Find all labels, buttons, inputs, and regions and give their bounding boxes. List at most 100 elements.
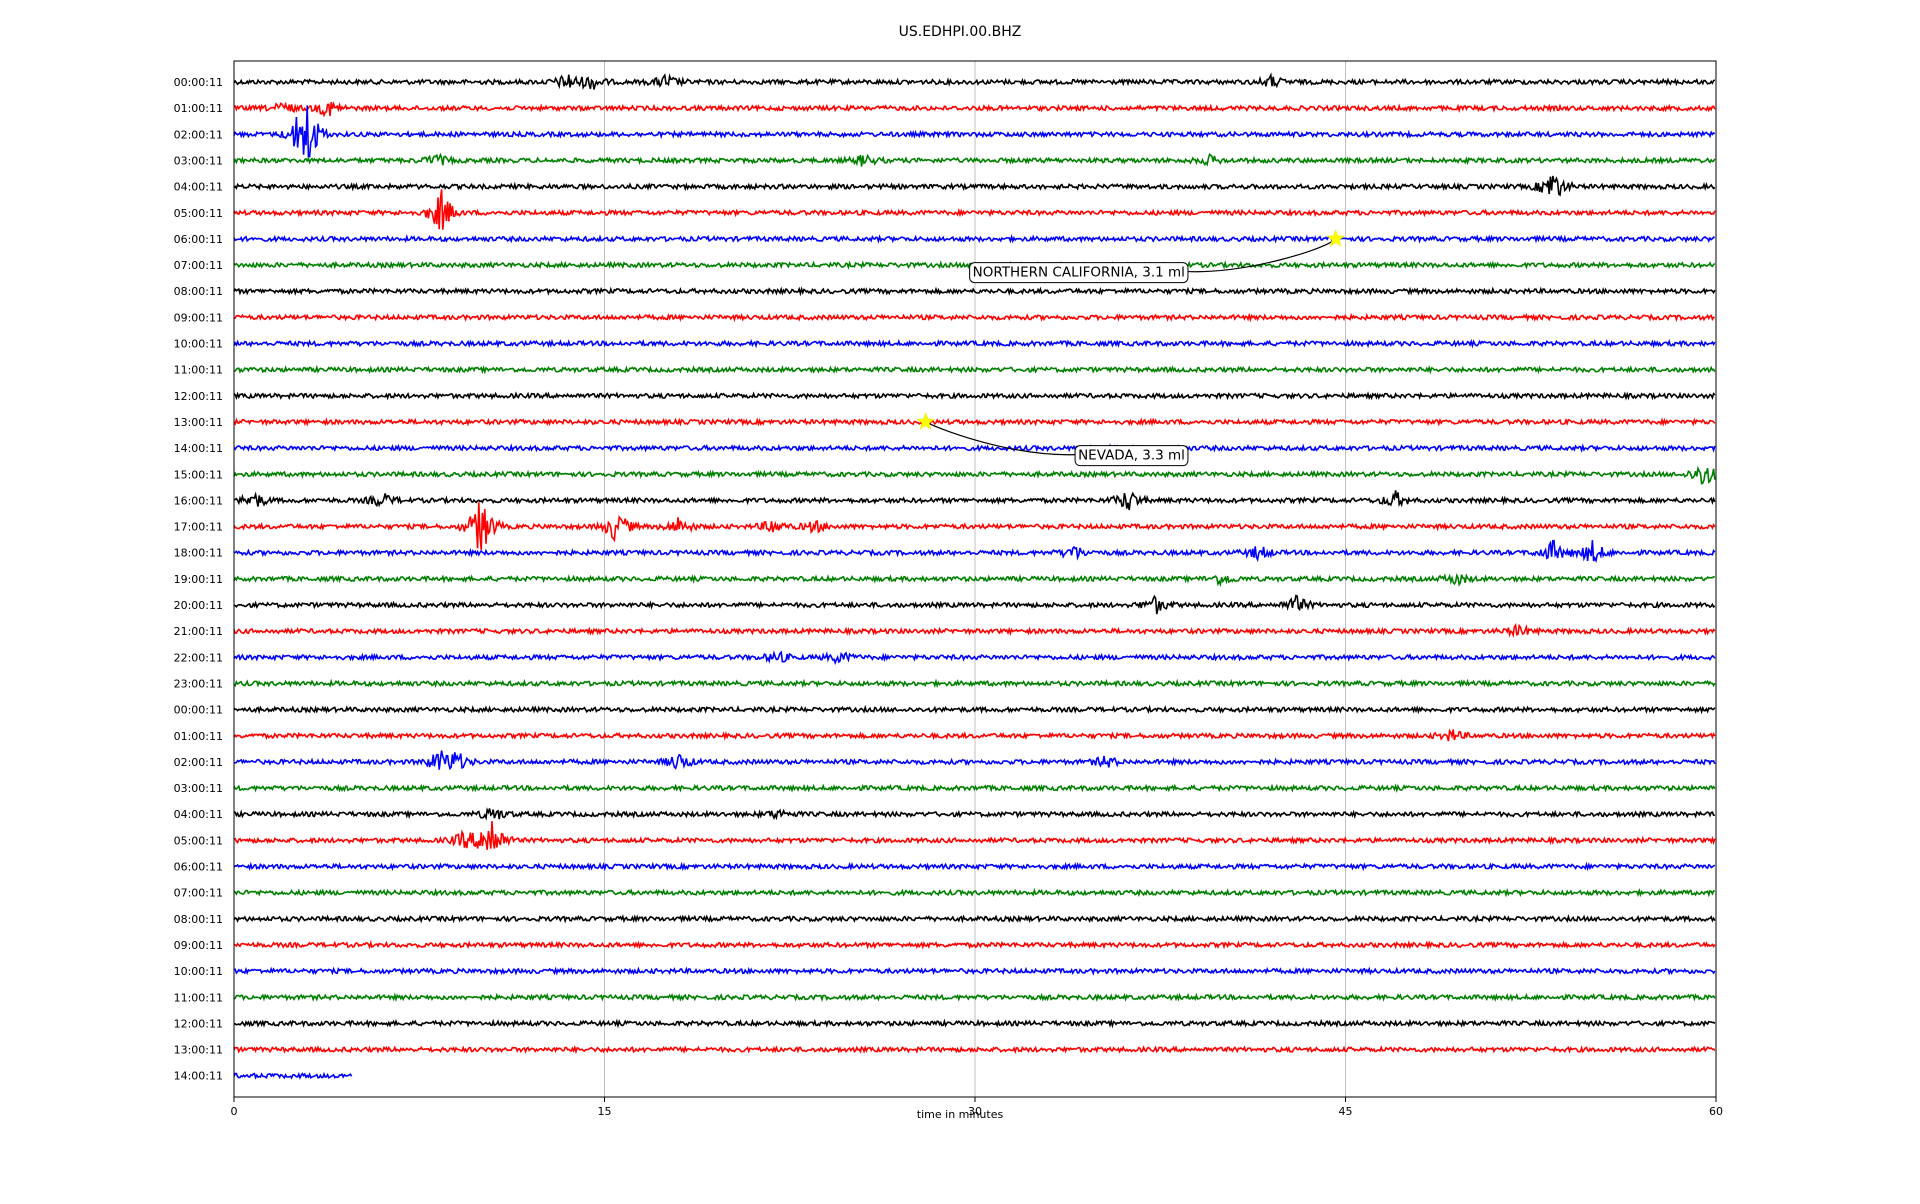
trace-row (233, 728, 1716, 742)
trace-row (233, 821, 1716, 850)
trace-row (233, 443, 1716, 454)
trace-row (233, 105, 1716, 158)
row-time-label: 21:00:11 (174, 625, 223, 638)
trace-row (233, 100, 1716, 118)
row-time-label: 19:00:11 (174, 573, 223, 586)
event-label-box (969, 262, 1189, 284)
trace-row (233, 913, 1716, 924)
row-time-label: 06:00:11 (174, 233, 223, 246)
trace-row (233, 783, 1716, 794)
row-time-label: 11:00:11 (174, 364, 223, 377)
trace-row (233, 939, 1716, 951)
row-time-label: 08:00:11 (174, 913, 223, 926)
row-time-label: 12:00:11 (174, 1017, 223, 1030)
trace-row (233, 364, 1716, 375)
trace-row (233, 861, 1716, 872)
row-time-label: 23:00:11 (174, 677, 223, 690)
trace-row (233, 539, 1716, 564)
event-annotations: NORTHERN CALIFORNIA, 3.1 ml NEVADA, 3.3 m… (916, 229, 1345, 467)
row-time-label: 18:00:11 (174, 547, 223, 560)
trace-row (233, 417, 1716, 427)
row-time-label: 13:00:11 (174, 416, 223, 429)
row-time-label: 05:00:11 (174, 207, 223, 220)
trace-row (233, 887, 1715, 898)
row-time-label: 01:00:11 (174, 730, 223, 743)
row-time-label: 17:00:11 (174, 521, 223, 534)
x-tick-label: 60 (1709, 1105, 1723, 1118)
row-time-label: 01:00:11 (174, 102, 223, 115)
chart-title: US.EDHPI.00.BHZ (899, 24, 1022, 40)
row-time-label: 04:00:11 (174, 808, 223, 821)
event-annotation: NEVADA, 3.3 ml (1074, 445, 1189, 467)
row-time-label: 10:00:11 (174, 338, 223, 351)
row-time-label: 02:00:11 (174, 128, 223, 141)
row-time-label: 05:00:11 (174, 834, 223, 847)
trace-row (233, 1071, 353, 1080)
trace-row (233, 391, 1716, 401)
trace-row (233, 807, 1715, 821)
x-tick-label: 30 (968, 1105, 982, 1118)
trace-row (233, 573, 1715, 588)
event-label: NEVADA, 3.3 ml (1078, 448, 1185, 464)
trace-row (233, 992, 1716, 1003)
row-time-label: 00:00:11 (174, 704, 223, 717)
x-axis-ticks: 0 15 30 45 60 (231, 1097, 1723, 1118)
trace-row (233, 72, 1716, 91)
row-time-label: 09:00:11 (174, 311, 223, 324)
row-time-label: 06:00:11 (174, 861, 223, 874)
trace-row (233, 650, 1716, 666)
trace-row (233, 312, 1715, 323)
trace-row (233, 189, 1716, 230)
event-connector (925, 421, 1076, 456)
plot-frame (233, 60, 1717, 1098)
trace-row (233, 750, 1716, 771)
seismic-traces (233, 72, 1716, 1080)
row-time-label: 22:00:11 (174, 651, 223, 664)
x-tick-label: 0 (231, 1105, 238, 1118)
row-time-label: 11:00:11 (174, 991, 223, 1004)
event-label: NORTHERN CALIFORNIA, 3.1 ml (973, 265, 1185, 281)
row-time-label: 20:00:11 (174, 599, 223, 612)
event-annotation: NORTHERN CALIFORNIA, 3.1 ml (969, 262, 1189, 284)
event-star-marker (916, 412, 935, 430)
row-time-label: 00:00:11 (174, 76, 223, 89)
trace-row (233, 502, 1716, 550)
x-tick-label: 15 (598, 1105, 612, 1118)
row-time-label: 07:00:11 (174, 259, 223, 272)
row-time-label: 14:00:11 (174, 1070, 223, 1083)
row-time-label: 12:00:11 (174, 390, 223, 403)
row-time-label: 15:00:11 (174, 468, 223, 481)
trace-row (233, 175, 1716, 197)
trace-row (233, 233, 1716, 244)
row-time-labels: 00:00:11 01:00:11 02:00:11 03:00:11 04:00:11… (174, 76, 223, 1083)
row-time-label: 02:00:11 (174, 756, 223, 769)
event-connector (1187, 238, 1337, 273)
x-tick-label: 45 (1339, 1105, 1353, 1118)
trace-row (233, 152, 1716, 167)
row-time-label: 14:00:11 (174, 442, 223, 455)
trace-row (233, 594, 1716, 615)
trace-row (233, 465, 1716, 485)
trace-row (233, 704, 1716, 715)
trace-row (233, 1018, 1716, 1029)
row-time-label: 16:00:11 (174, 494, 223, 507)
trace-row (233, 1044, 1716, 1055)
row-time-label: 09:00:11 (174, 939, 223, 952)
row-time-label: 13:00:11 (174, 1044, 223, 1057)
trace-row (233, 622, 1716, 638)
trace-row (233, 338, 1716, 349)
row-time-label: 03:00:11 (174, 154, 223, 167)
event-star-marker (1326, 229, 1345, 247)
trace-row (233, 490, 1716, 511)
trace-row (233, 286, 1716, 297)
row-time-label: 10:00:11 (174, 965, 223, 978)
event-label-box (1074, 445, 1189, 467)
row-time-label: 04:00:11 (174, 181, 223, 194)
row-time-label: 03:00:11 (174, 782, 223, 795)
row-time-label: 07:00:11 (174, 887, 223, 900)
x-axis-label: time in minutes (917, 1108, 1004, 1121)
trace-row (233, 966, 1716, 976)
trace-row (233, 678, 1716, 689)
